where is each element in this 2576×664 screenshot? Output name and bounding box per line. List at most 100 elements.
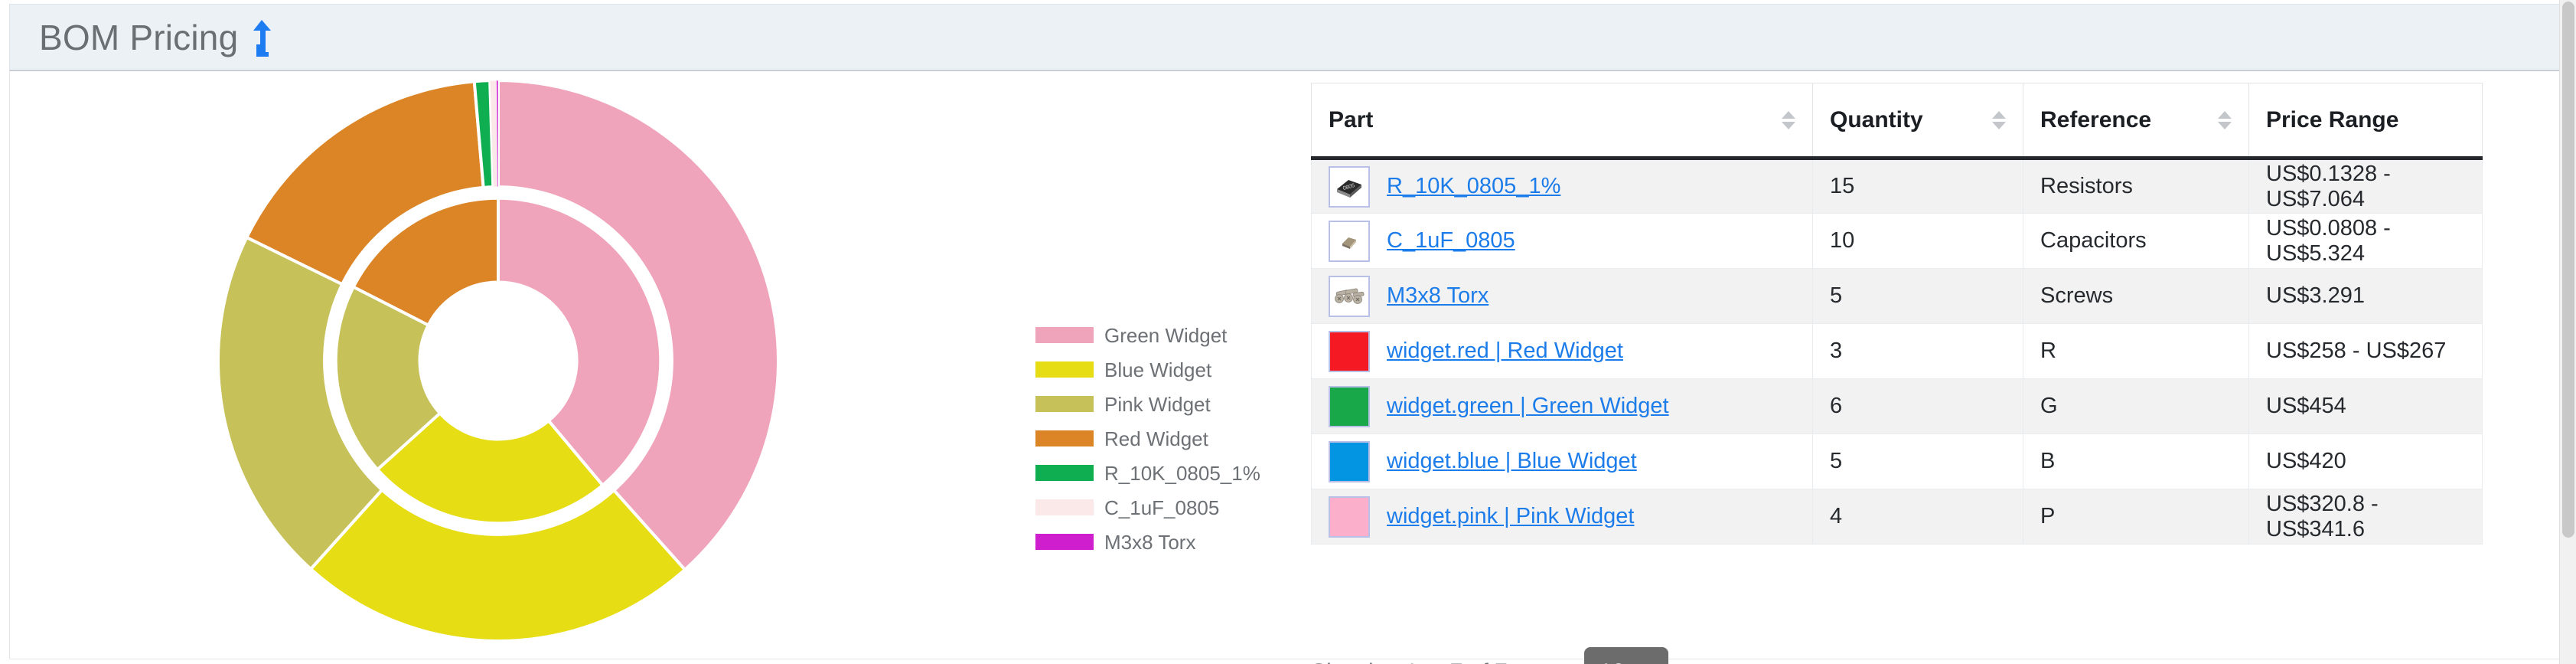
donut-slice[interactable] [497, 196, 663, 488]
legend-item[interactable]: Red Widget [1035, 421, 1296, 456]
table-row[interactable]: M3x8 Torx 5 Screws US$3.291 [1311, 268, 2483, 324]
donut-slice[interactable] [308, 487, 687, 643]
cell-part: widget.pink | Pink Widget [1311, 489, 1813, 545]
cell-part: widget.blue | Blue Widget [1311, 433, 1813, 489]
cell-price-range: US$454 [2248, 378, 2483, 434]
cell-part: widget.red | Red Widget [1311, 323, 1813, 379]
resistor-chip-icon: 0805 [1329, 165, 1370, 208]
cell-reference: P [2023, 489, 2249, 545]
donut-slice[interactable] [497, 78, 780, 572]
rows-per-page-select[interactable]: 10 [1583, 647, 1668, 664]
table-row[interactable]: C_1uF_0805 10 Capacitors US$0.0808 - US$… [1311, 213, 2483, 269]
cell-price-range: US$0.0808 - US$5.324 [2248, 213, 2483, 269]
donut-slice[interactable] [496, 80, 499, 188]
color-swatch-red [1329, 330, 1370, 372]
legend-swatch-r-10k-0805-1pct [1035, 465, 1094, 481]
bom-table-container: Part Quantity Referenc [1311, 83, 2483, 545]
donut-svg [217, 78, 780, 643]
donut-slice[interactable] [244, 80, 485, 286]
cell-part: 0805 R_10K_0805_1% [1311, 158, 1813, 214]
capacitor-chip-icon [1329, 220, 1370, 262]
legend-label: C_1uF_0805 [1104, 496, 1220, 519]
bom-table: Part Quantity Referenc [1311, 83, 2483, 545]
column-header-label: Part [1329, 106, 1374, 132]
column-header-quantity[interactable]: Quantity [1812, 83, 2023, 160]
cell-price-range: US$0.1328 - US$7.064 [2248, 158, 2483, 214]
part-link[interactable]: M3x8 Torx [1387, 283, 1489, 308]
cell-part: M3x8 Torx [1311, 268, 1813, 324]
panel-header: BOM Pricing [9, 4, 2566, 71]
donut-inner-ring [334, 196, 663, 525]
part-link[interactable]: widget.green | Green Widget [1387, 394, 1669, 418]
part-link[interactable]: widget.blue | Blue Widget [1387, 449, 1637, 473]
color-swatch-green [1329, 385, 1370, 427]
cell-reference: R [2023, 323, 2249, 379]
cell-quantity: 15 [1812, 158, 2023, 214]
donut-slice[interactable] [351, 196, 500, 328]
table-row[interactable]: widget.red | Red Widget 3 R US$258 - US$… [1311, 323, 2483, 379]
legend-swatch-red-widget [1035, 430, 1094, 446]
sort-icon[interactable] [2218, 110, 2232, 129]
legend-item[interactable]: R_10K_0805_1% [1035, 456, 1296, 490]
showing-rows-text: Showing 1 to 7 of 7 rows [1311, 659, 1563, 664]
cell-part: C_1uF_0805 [1311, 213, 1813, 269]
legend-label: M3x8 Torx [1104, 530, 1196, 554]
part-link[interactable]: widget.red | Red Widget [1387, 339, 1623, 363]
table-row[interactable]: widget.pink | Pink Widget 4 P US$320.8 -… [1311, 489, 2483, 545]
table-row[interactable]: widget.blue | Blue Widget 5 B US$420 [1311, 433, 2483, 489]
rows-per-page-value: 10 [1599, 659, 1625, 664]
bom-pricing-chart: Green Widget Blue Widget Pink Widget Red… [10, 71, 1303, 658]
cell-reference: Screws [2023, 268, 2249, 324]
legend-swatch-blue-widget [1035, 361, 1094, 378]
color-swatch-pink [1329, 496, 1370, 538]
legend-label: Pink Widget [1104, 392, 1211, 416]
part-link[interactable]: R_10K_0805_1% [1387, 174, 1561, 198]
sort-icon[interactable] [1992, 110, 2006, 129]
legend-swatch-m3x8-torx [1035, 534, 1094, 550]
legend-item[interactable]: C_1uF_0805 [1035, 490, 1296, 525]
legend-label: R_10K_0805_1% [1104, 461, 1260, 485]
external-link-arrow-icon[interactable] [249, 18, 275, 57]
legend-swatch-c-1uf-0805 [1035, 499, 1094, 515]
donut-slice[interactable] [334, 284, 442, 472]
column-header-label: Quantity [1830, 106, 1923, 132]
legend-item[interactable]: Pink Widget [1035, 387, 1296, 421]
legend-item[interactable]: Blue Widget [1035, 352, 1296, 387]
legend-item[interactable]: Green Widget [1035, 318, 1296, 352]
cell-reference: Capacitors [2023, 213, 2249, 269]
column-header-part[interactable]: Part [1311, 83, 1813, 160]
legend-label: Blue Widget [1104, 358, 1212, 381]
cell-part: widget.green | Green Widget [1311, 378, 1813, 434]
legend-swatch-green-widget [1035, 327, 1094, 343]
donut-slice[interactable] [375, 411, 605, 525]
legend-item[interactable]: M3x8 Torx [1035, 525, 1296, 559]
cell-price-range: US$420 [2248, 433, 2483, 489]
table-pagination: Showing 1 to 7 of 7 rows 10 rows per pag… [1311, 647, 1834, 664]
column-header-price-range[interactable]: Price Range [2248, 83, 2483, 160]
column-header-reference[interactable]: Reference [2023, 83, 2249, 160]
sort-icon[interactable] [1782, 110, 1795, 129]
table-row[interactable]: 0805 R_10K_0805_1% 15 Resistors US$0.132… [1311, 158, 2483, 214]
column-header-label: Price Range [2266, 106, 2399, 132]
cell-reference: Resistors [2023, 158, 2249, 214]
cell-quantity: 3 [1812, 323, 2023, 379]
table-row[interactable]: widget.green | Green Widget 6 G US$454 [1311, 378, 2483, 434]
cell-quantity: 5 [1812, 433, 2023, 489]
legend-swatch-pink-widget [1035, 396, 1094, 412]
cell-quantity: 5 [1812, 268, 2023, 324]
scrollbar-thumb[interactable] [2562, 2, 2574, 538]
donut-slice[interactable] [217, 235, 384, 571]
legend-label: Green Widget [1104, 323, 1228, 347]
cell-price-range: US$3.291 [2248, 268, 2483, 324]
screws-icon [1329, 275, 1370, 317]
donut-outer-ring [217, 78, 780, 643]
page-scrollbar[interactable] [2559, 0, 2576, 664]
color-swatch-blue [1329, 440, 1370, 482]
rows-per-page-label: rows per page [1688, 659, 1834, 664]
column-header-label: Reference [2040, 106, 2152, 132]
table-header: Part Quantity Referenc [1311, 83, 2483, 160]
part-link[interactable]: C_1uF_0805 [1387, 228, 1515, 253]
part-link[interactable]: widget.pink | Pink Widget [1387, 504, 1635, 528]
nested-donut-chart [215, 77, 781, 644]
